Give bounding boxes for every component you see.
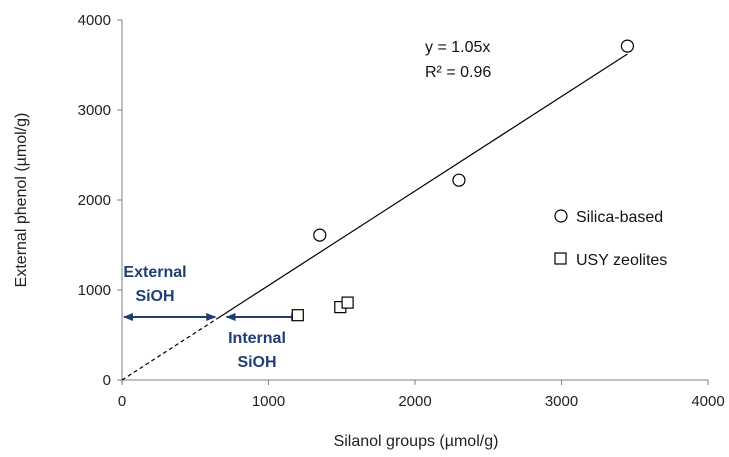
x-tick-label: 1000 <box>252 393 285 410</box>
annotation-label: External <box>123 264 186 281</box>
data-point-usy <box>341 296 354 309</box>
fit-line-group <box>121 53 628 381</box>
data-point-silica <box>620 39 635 53</box>
annotation-label: SiOH <box>237 354 276 371</box>
y-tick-label: 0 <box>103 372 111 389</box>
fit-line-dashed <box>121 318 218 381</box>
data-point-silica <box>452 173 466 187</box>
y-tick-label: 4000 <box>78 12 111 29</box>
x-tick-label: 2000 <box>398 393 431 410</box>
data-point-silica <box>313 228 327 242</box>
fit-equation: y = 1.05x R² = 0.96 <box>425 39 491 81</box>
legend: Silica-based USY zeolites <box>554 209 667 269</box>
annotation-label: SiOH <box>135 288 174 305</box>
y-tick-label: 3000 <box>78 102 111 119</box>
legend-label-silica: Silica-based <box>576 209 663 226</box>
legend-label-usy: USY zeolites <box>576 252 667 269</box>
y-axis-title: External phenol (µmol/g) <box>13 113 30 288</box>
annotations: External SiOH Internal SiOH <box>123 264 302 371</box>
x-tick-label: 4000 <box>691 393 724 410</box>
legend-marker-usy <box>554 252 567 265</box>
data-points <box>291 39 635 322</box>
legend-marker-silica <box>554 209 568 223</box>
fit-equation-text: y = 1.05x <box>425 39 490 56</box>
fit-r-squared: R² = 0.96 <box>425 64 491 81</box>
y-tick-label: 2000 <box>78 192 111 209</box>
annotation-label: Internal <box>228 330 286 347</box>
y-tick-label: 1000 <box>78 282 111 299</box>
x-tick-label: 0 <box>118 393 126 410</box>
x-tick-label: 3000 <box>545 393 578 410</box>
fit-line-solid <box>216 53 628 320</box>
data-point-usy <box>291 309 304 322</box>
axes: 0 1000 2000 3000 4000 0 1000 2000 3000 4000 <box>78 12 725 410</box>
x-axis-title: Silanol groups (µmol/g) <box>334 433 499 450</box>
